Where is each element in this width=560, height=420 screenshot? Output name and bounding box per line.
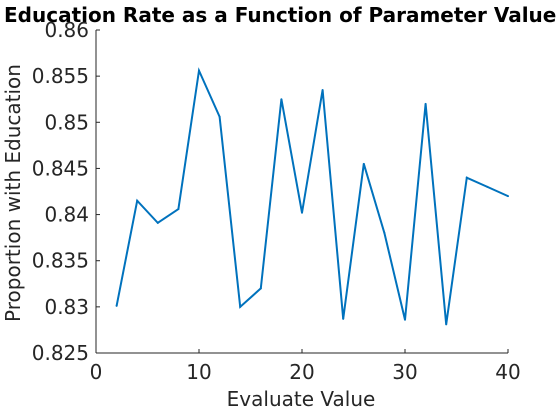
data-point — [362, 162, 365, 165]
y-tick-label: 0.845 — [32, 156, 89, 180]
data-point — [486, 185, 489, 188]
x-tick-label: 40 — [495, 360, 520, 384]
y-tick-label: 0.835 — [32, 249, 89, 273]
data-point — [321, 88, 324, 91]
data-point — [136, 199, 139, 202]
x-tick-label: 30 — [392, 360, 417, 384]
y-tick-label: 0.86 — [44, 18, 89, 42]
data-point — [301, 211, 303, 214]
data-point — [280, 98, 283, 101]
data-point — [342, 317, 345, 320]
data-point — [424, 102, 427, 105]
x-axis-label: Evaluate Value — [227, 387, 376, 411]
data-point — [218, 115, 221, 118]
data-point — [239, 305, 242, 308]
data-point — [115, 304, 118, 307]
data-point — [259, 287, 262, 290]
y-axis-label: Proportion with Education — [1, 64, 25, 322]
x-tick-label: 10 — [186, 360, 211, 384]
data-point — [465, 176, 468, 179]
series-line — [115, 67, 509, 325]
y-tick-label: 0.85 — [44, 110, 89, 134]
data-point — [507, 195, 509, 198]
y-tick-label: 0.84 — [44, 203, 89, 227]
chart-title: Education Rate as a Function of Paramete… — [4, 3, 556, 27]
data-point — [156, 221, 159, 224]
data-point — [445, 323, 448, 326]
data-point — [404, 318, 406, 321]
x-tick-label: 0 — [90, 360, 103, 384]
y-tick-label: 0.855 — [32, 64, 89, 88]
y-tick-label: 0.83 — [44, 295, 89, 319]
y-tick-label: 0.825 — [32, 341, 89, 365]
data-point — [383, 232, 386, 235]
data-point — [177, 208, 180, 211]
data-point — [198, 69, 200, 72]
x-tick-label: 20 — [289, 360, 314, 384]
plot-area: 0 10 20 30 40 0.825 0.83 0.835 0.84 0.845 0.85 0.85… — [32, 18, 521, 384]
